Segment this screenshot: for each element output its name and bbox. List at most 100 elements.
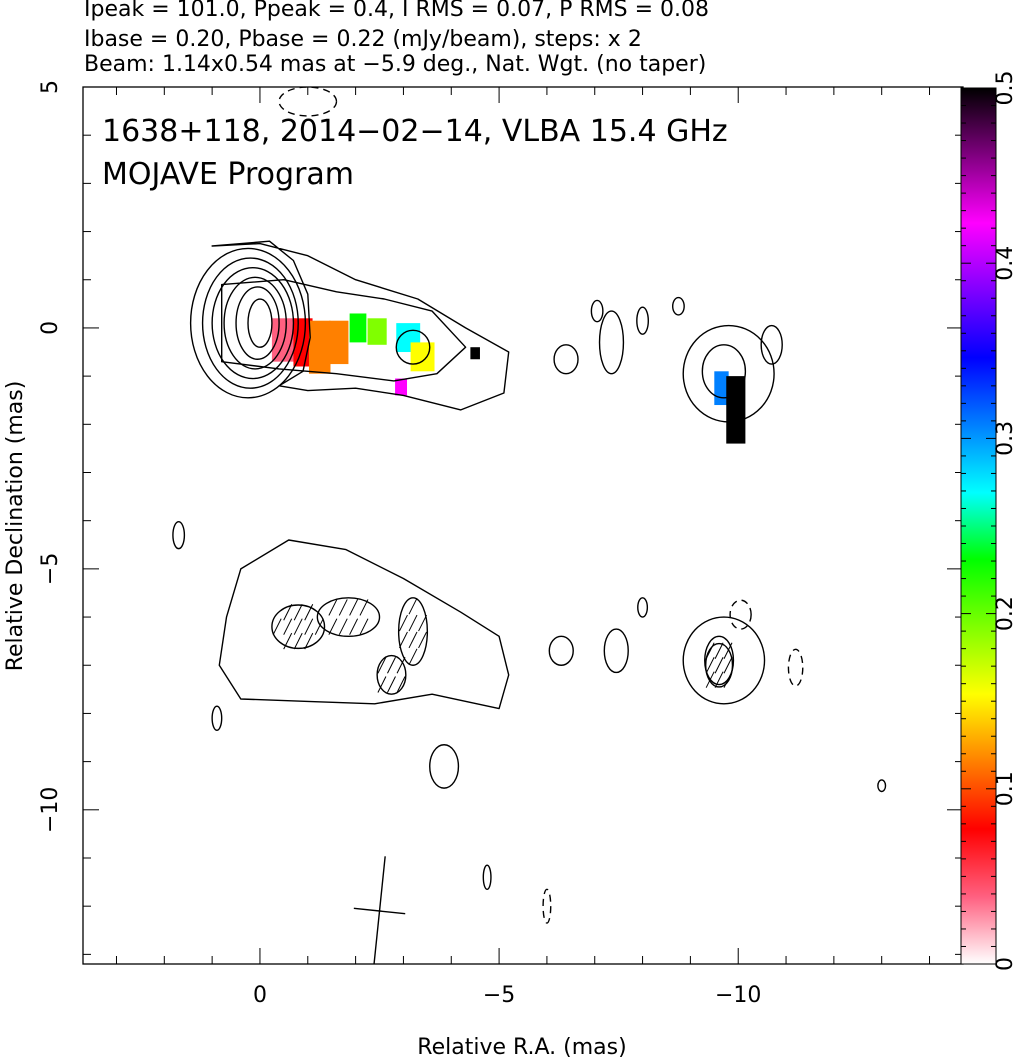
plot-frame (82, 86, 964, 965)
evpa-vector (283, 618, 293, 635)
evpa-vector (293, 618, 303, 635)
evpa-vector (304, 604, 314, 621)
lower-knot-contour (482, 864, 492, 891)
evpa-vector (349, 618, 359, 635)
evpa-region-contour (316, 597, 381, 638)
polarization-layer (271, 313, 746, 444)
evpa-vector (328, 618, 338, 635)
lower-knot-contour (211, 705, 223, 731)
colorbar-ticks: 0 0.1 0.2 0.3 0.4 0.5 (961, 71, 1018, 971)
axis-ticks: 0 −5 −10 5 0 −5 −10 (38, 80, 963, 1008)
evpa-region-contour (271, 604, 326, 650)
evpa-vector (328, 599, 338, 616)
lower-knot-contour (603, 628, 629, 674)
negative-contour (542, 888, 552, 924)
negative-contour (729, 599, 752, 630)
evpa-vector (387, 657, 396, 674)
knot-contour (590, 299, 604, 323)
colorbar-tick-label: 0.5 (993, 71, 1018, 106)
evpa-vector (408, 614, 418, 632)
lower-knot-contour (704, 635, 735, 686)
evpa-vector (408, 648, 418, 666)
evpa-region-contour (397, 597, 429, 666)
knot-contour (553, 344, 579, 375)
evpa-vector (293, 604, 303, 621)
y-tick-label: −5 (38, 553, 63, 585)
evpa-vector (418, 631, 428, 649)
evpa-vector (349, 599, 359, 616)
evpa-vector (338, 618, 348, 635)
evpa-vector (359, 618, 369, 635)
evpa-vector (418, 614, 428, 632)
y-axis-title: Relative Declination (mas) (3, 381, 28, 672)
evpa-vector (304, 618, 314, 635)
colorbar-tick-label: 0 (993, 957, 1018, 971)
knot-contour (395, 329, 431, 365)
lower-knot-contour (637, 597, 649, 618)
lower-knot-contour (172, 520, 186, 550)
evpa-vector (377, 676, 387, 693)
polarization-pixel (329, 320, 349, 365)
evpa-vector (723, 657, 733, 674)
knot-contour (701, 344, 747, 399)
knot-contour (671, 296, 685, 316)
evpa-vector (283, 604, 293, 621)
evpa-vector (396, 657, 406, 674)
colorbar-tick-label: 0.2 (993, 596, 1018, 631)
header-line-2: Ibase = 0.20, Pbase = 0.22 (mJy/beam), s… (84, 27, 642, 52)
negative-contour (278, 87, 338, 117)
colorbar-tick-label: 0.4 (993, 246, 1018, 281)
jet-inner-contour (221, 279, 467, 382)
y-tick-label: −10 (38, 787, 63, 833)
evpa-region-contour (704, 642, 734, 688)
evpa-vector (272, 618, 282, 635)
y-tick-label: 0 (38, 321, 63, 335)
evpa-vector (396, 676, 406, 693)
source-label: 1638+118, 2014−02−14, VLBA 15.4 GHz (102, 114, 728, 149)
core-contour (211, 267, 295, 380)
x-tick-label: 0 (253, 983, 267, 1008)
colorbar (960, 87, 997, 965)
evpa-vector (293, 632, 303, 650)
evpa-vector (304, 632, 314, 650)
evpa-vector (283, 632, 293, 650)
header-line-3: Beam: 1.14x0.54 mas at −5.9 deg., Nat. W… (84, 52, 707, 77)
colorbar-tick-label: 0.3 (993, 421, 1018, 456)
evpa-vector (408, 597, 418, 615)
evpa-vector (338, 599, 348, 616)
knot-contour (682, 324, 775, 423)
evpa-vector (705, 657, 715, 674)
evpa-region-contour (376, 654, 407, 695)
lower-knot-contour (429, 744, 460, 789)
jet-outer-contour (211, 240, 510, 411)
header-line-1: Ipeak = 101.0, Ppeak = 0.4, I RMS = 0.07… (84, 0, 709, 22)
evpa-vector (398, 631, 408, 649)
knot-contour (598, 310, 625, 375)
polarization-pixel (410, 342, 435, 372)
evpa-vector (359, 599, 369, 616)
evpa-vector (705, 642, 715, 660)
beam-minor-axis (353, 907, 406, 915)
knot-contour (636, 306, 650, 335)
x-tick-label: −5 (483, 983, 515, 1008)
polarization-pixel (470, 347, 480, 360)
polarization-pixel (726, 376, 746, 444)
evpa-vector (408, 631, 418, 649)
evpa-vector (387, 676, 396, 693)
evpa-vector (398, 614, 408, 632)
evpa-vector (723, 642, 733, 660)
lower-knot-contour (682, 616, 766, 705)
evpa-vector (714, 657, 724, 674)
core-contour (247, 298, 273, 348)
core-contour (189, 247, 307, 399)
evpa-vector (314, 618, 324, 635)
x-axis-title: Relative R.A. (mas) (417, 1035, 626, 1060)
knot-contour (760, 324, 783, 365)
evpa-vector (714, 671, 724, 688)
evpa-layer (271, 597, 734, 964)
lower-knot-contour (548, 635, 574, 666)
evpa-vector (723, 671, 733, 688)
colorbar-tick-label: 0.1 (993, 771, 1018, 806)
evpa-vector (377, 657, 387, 674)
